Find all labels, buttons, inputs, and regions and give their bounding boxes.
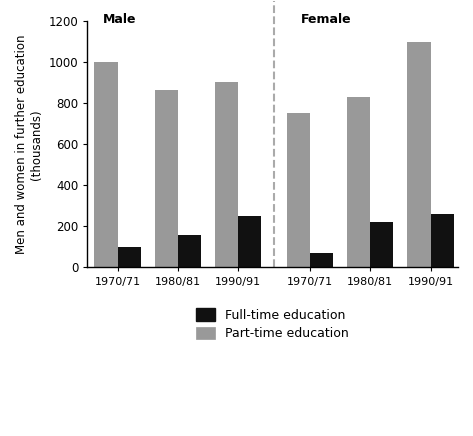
Bar xyxy=(310,253,333,268)
Text: Female: Female xyxy=(301,13,351,26)
Bar xyxy=(155,90,178,268)
Bar xyxy=(287,113,310,268)
Bar xyxy=(430,214,454,268)
Bar xyxy=(215,82,238,268)
Bar xyxy=(178,235,201,268)
Text: Male: Male xyxy=(103,13,137,26)
Bar xyxy=(238,216,262,268)
Bar xyxy=(95,62,117,268)
Bar xyxy=(370,222,393,268)
Bar xyxy=(407,41,430,268)
Legend: Full-time education, Part-time education: Full-time education, Part-time education xyxy=(196,308,349,340)
Bar xyxy=(117,247,140,268)
Bar xyxy=(347,97,370,268)
Y-axis label: Men and women in further education
(thousands): Men and women in further education (thou… xyxy=(15,34,43,254)
